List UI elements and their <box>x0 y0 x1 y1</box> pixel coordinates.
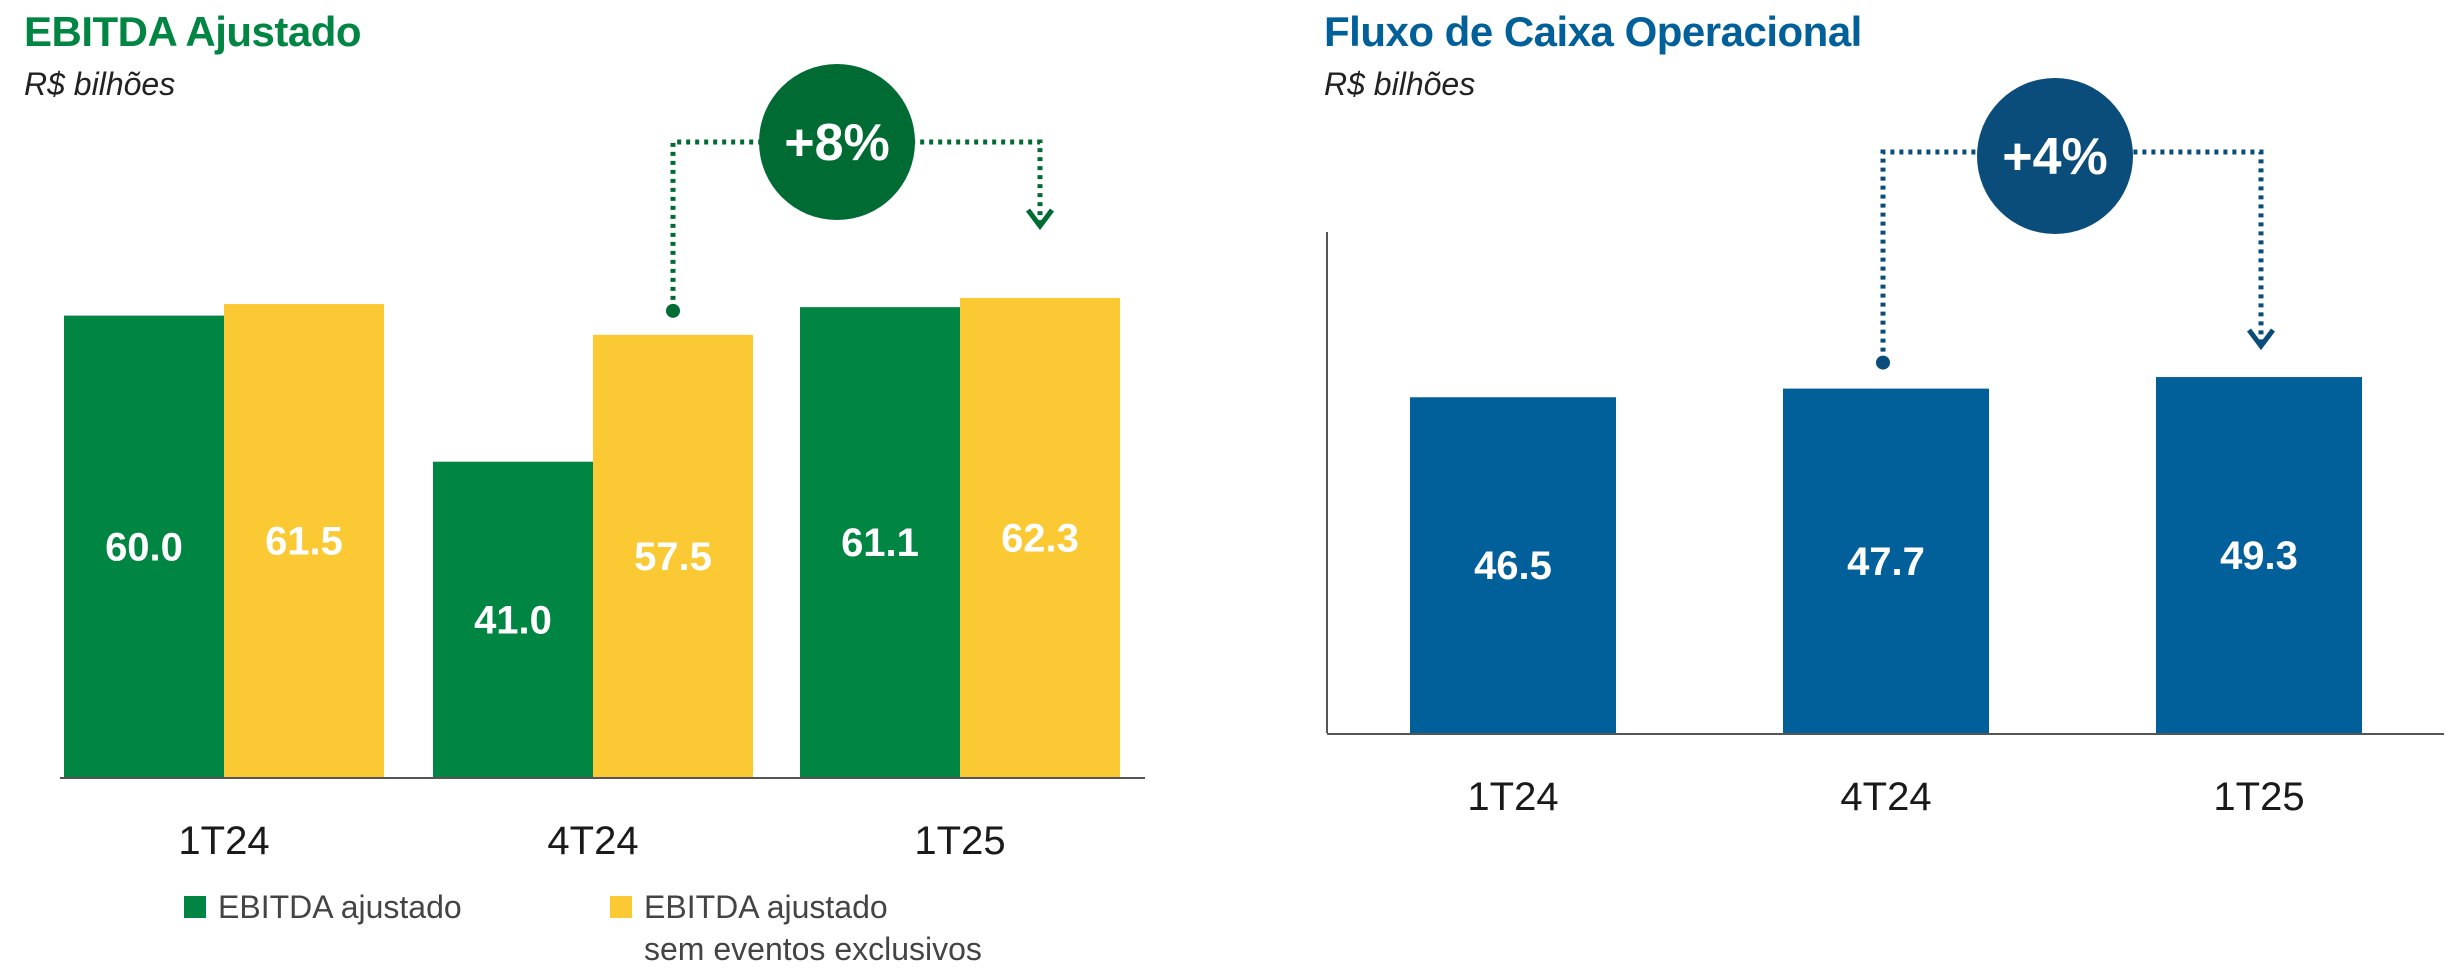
fco-annotation-badge-text: +4% <box>2002 128 2108 186</box>
ebitda-chart-subtitle: R$ bilhões <box>24 66 176 102</box>
ebitda-bar-value-1t24-series-2: 61.5 <box>265 520 343 564</box>
fco-bar-chart: 46.5 1T24 47.7 4T24 49.3 1T25 +4% <box>1326 78 2444 819</box>
fco-bar-value-4t24: 47.7 <box>1847 540 1925 584</box>
fco-tick-label-4t24: 4T24 <box>1840 775 1931 819</box>
fco-bar-1t24 <box>1410 397 1616 733</box>
fco-annotation-arrowhead <box>2247 328 2275 351</box>
fco-tick-label-1t25: 1T25 <box>2213 775 2304 819</box>
fco-annotation-badge <box>1977 78 2133 234</box>
ebitda-annotation-badge <box>759 64 915 220</box>
ebitda-annotation-start-dot <box>666 303 680 318</box>
fco-bar-4t24 <box>1783 388 1989 733</box>
ebitda-annotation-arrowhead <box>1026 208 1054 231</box>
ebitda-chart-title: EBITDA Ajustado <box>24 8 362 55</box>
legend-label-ebitda-sem-eventos-line2: sem eventos exclusivos <box>644 931 982 967</box>
ebitda-bar-1t24-series-1 <box>64 315 224 777</box>
ebitda-bar-value-4t24-series-2: 57.5 <box>634 535 712 579</box>
fco-chart-panel: Fluxo de Caixa Operacional R$ bilhões 46… <box>1300 0 2464 980</box>
ebitda-tick-label-1t25: 1T25 <box>914 819 1005 863</box>
ebitda-bar-chart: 60.0 61.5 1T24 41.0 57.5 4T24 61.1 62.3 1T25 +8% <box>60 64 1145 863</box>
ebitda-bar-4t24-series-1 <box>433 461 593 777</box>
ebitda-bar-value-1t25-series-2: 62.3 <box>1001 516 1079 560</box>
ebitda-bar-1t24-series-2 <box>224 304 384 777</box>
ebitda-bar-1t25-series-1 <box>800 307 960 777</box>
fco-chart-title: Fluxo de Caixa Operacional <box>1324 8 1862 55</box>
fco-bar-1t25 <box>2156 377 2362 733</box>
legend-label-ebitda: EBITDA ajustado <box>218 889 462 925</box>
legend-swatch-green <box>184 896 206 918</box>
ebitda-chart-panel: EBITDA Ajustado R$ bilhões 60.0 61.5 1T24 4… <box>0 0 1160 980</box>
fco-bar-value-1t25: 49.3 <box>2220 534 2298 578</box>
ebitda-tick-label-4t24: 4T24 <box>547 819 638 863</box>
fco-annotation-start-dot <box>1876 355 1890 370</box>
ebitda-bar-value-1t24-series-1: 60.0 <box>105 525 183 569</box>
ebitda-annotation-badge-text: +8% <box>784 114 890 172</box>
ebitda-bar-4t24-series-2 <box>593 334 753 777</box>
legend-swatch-yellow <box>610 896 632 918</box>
ebitda-tick-label-1t24: 1T24 <box>178 819 269 863</box>
fco-bar-value-1t24: 46.5 <box>1474 544 1552 588</box>
fco-tick-label-1t24: 1T24 <box>1467 775 1558 819</box>
legend-label-ebitda-sem-eventos-line1: EBITDA ajustado <box>644 889 888 925</box>
ebitda-bar-value-1t25-series-1: 61.1 <box>841 521 919 565</box>
ebitda-bar-1t25-series-2 <box>960 297 1120 777</box>
ebitda-bar-value-4t24-series-1: 41.0 <box>474 598 552 642</box>
ebitda-annotation-connector <box>670 139 1043 309</box>
fco-chart-subtitle: R$ bilhões <box>1324 66 1476 102</box>
